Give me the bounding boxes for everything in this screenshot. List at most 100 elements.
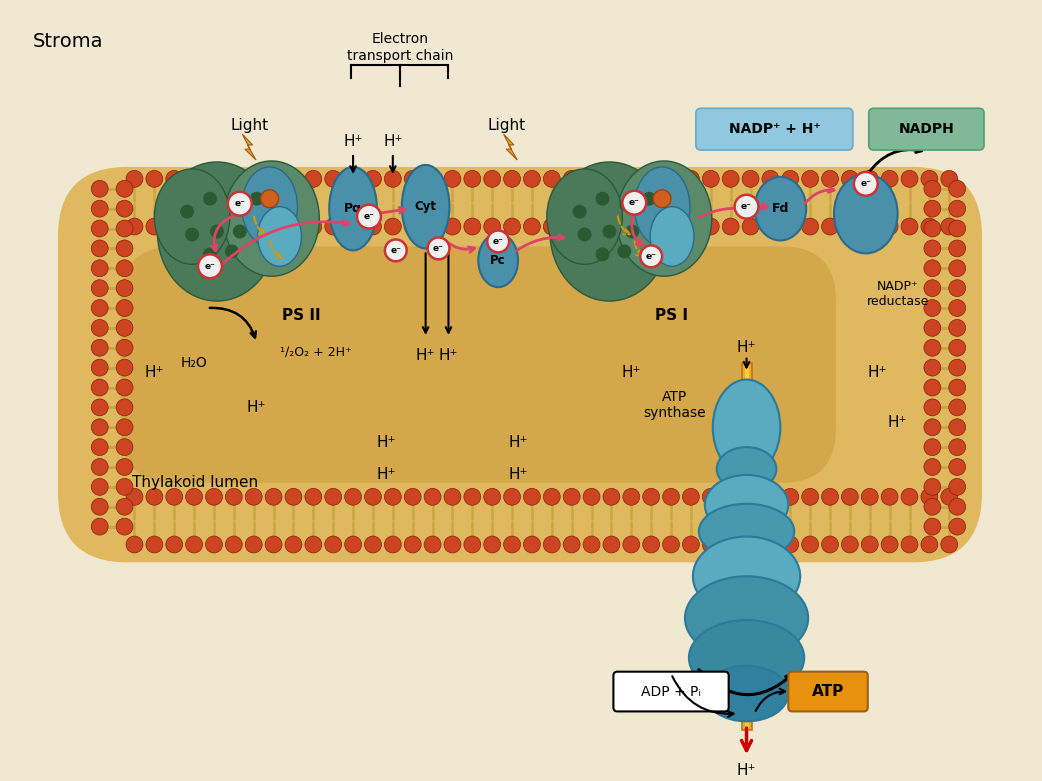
Circle shape [205,218,222,235]
Circle shape [623,536,640,553]
Circle shape [735,194,759,219]
Circle shape [92,339,108,356]
Circle shape [424,488,441,505]
Circle shape [345,218,362,235]
Circle shape [166,170,182,187]
Ellipse shape [834,174,897,253]
Circle shape [365,488,381,505]
Circle shape [180,205,194,219]
Circle shape [882,488,898,505]
Text: e⁻: e⁻ [204,262,216,271]
Circle shape [762,536,778,553]
Circle shape [782,218,799,235]
Text: ATP
synthase: ATP synthase [644,390,706,420]
Circle shape [623,170,640,187]
Circle shape [185,227,199,241]
Circle shape [365,218,381,235]
Circle shape [92,518,108,535]
Circle shape [116,518,133,535]
Circle shape [663,488,679,505]
Circle shape [762,170,778,187]
Circle shape [622,191,646,215]
Circle shape [603,218,620,235]
Text: e⁻: e⁻ [861,180,871,188]
Circle shape [801,488,819,505]
Circle shape [225,488,243,505]
Circle shape [245,218,263,235]
Circle shape [92,240,108,257]
Circle shape [503,488,521,505]
Text: H⁺: H⁺ [621,365,641,380]
Circle shape [949,498,966,515]
Circle shape [573,205,587,219]
Text: e⁻: e⁻ [433,244,444,253]
FancyBboxPatch shape [58,167,982,562]
Ellipse shape [154,169,230,264]
Text: NADP⁺ + H⁺: NADP⁺ + H⁺ [728,122,820,136]
Circle shape [286,170,302,187]
Ellipse shape [329,167,377,251]
Circle shape [762,218,778,235]
Circle shape [404,218,421,235]
Circle shape [842,218,859,235]
Text: Pc: Pc [491,254,506,267]
Text: H⁺: H⁺ [247,400,267,415]
Circle shape [227,198,241,212]
Circle shape [564,536,580,553]
FancyBboxPatch shape [614,672,728,711]
Circle shape [924,180,941,198]
Text: PS I: PS I [654,308,688,323]
Circle shape [325,536,342,553]
Circle shape [862,170,878,187]
Circle shape [543,170,561,187]
Circle shape [92,180,108,198]
Circle shape [924,220,941,237]
Ellipse shape [713,380,780,475]
Circle shape [305,218,322,235]
Circle shape [663,170,679,187]
Circle shape [584,488,600,505]
Circle shape [523,536,541,553]
Circle shape [404,536,421,553]
Circle shape [92,300,108,316]
Circle shape [92,399,108,415]
Circle shape [444,170,461,187]
Circle shape [603,170,620,187]
Circle shape [921,536,938,553]
Circle shape [949,518,966,535]
Text: H⁺: H⁺ [508,435,527,450]
Circle shape [596,248,610,262]
Circle shape [584,218,600,235]
Circle shape [523,170,541,187]
Circle shape [444,218,461,235]
Circle shape [702,488,719,505]
Circle shape [801,536,819,553]
Circle shape [116,319,133,337]
Circle shape [924,419,941,436]
Circle shape [265,218,282,235]
Ellipse shape [699,504,794,559]
Circle shape [305,536,322,553]
Circle shape [722,218,739,235]
Circle shape [116,260,133,276]
Circle shape [949,359,966,376]
Circle shape [623,218,640,235]
Circle shape [577,227,592,241]
Ellipse shape [402,165,449,248]
Text: H⁺: H⁺ [376,468,396,483]
Circle shape [683,170,699,187]
Circle shape [722,170,739,187]
Text: NADP⁺
reductase: NADP⁺ reductase [866,280,928,308]
Text: H⁺: H⁺ [383,134,402,148]
Circle shape [404,488,421,505]
Circle shape [901,536,918,553]
Circle shape [126,488,143,505]
Circle shape [210,225,224,238]
FancyBboxPatch shape [121,247,836,483]
Circle shape [564,170,580,187]
Text: H⁺: H⁺ [888,415,908,430]
Circle shape [325,170,342,187]
Circle shape [949,419,966,436]
Circle shape [640,245,662,267]
Circle shape [643,170,660,187]
